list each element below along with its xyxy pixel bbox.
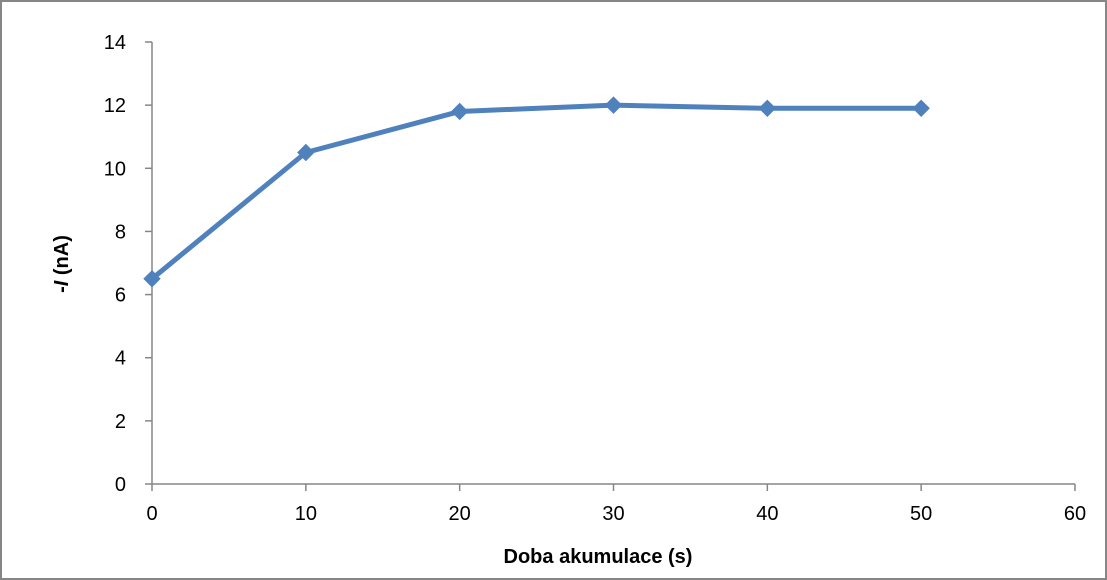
data-point-marker — [143, 270, 161, 288]
y-axis: 0 2 4 6 8 10 12 14 — [104, 32, 153, 496]
x-tick-label: 30 — [602, 503, 624, 525]
y-axis-title-suffix: (nA) — [51, 235, 73, 281]
x-tick-label: 50 — [910, 503, 932, 525]
x-tick-label: 40 — [756, 503, 778, 525]
y-tick-label: 0 — [115, 474, 126, 496]
x-tick-label: 60 — [1064, 503, 1086, 525]
y-tick-label: 2 — [115, 411, 126, 433]
data-point-marker — [758, 99, 777, 118]
series-line — [149, 102, 924, 282]
y-tick-label: 14 — [104, 32, 126, 54]
y-tick-label: 8 — [115, 221, 126, 243]
x-axis: 0 10 20 30 40 50 60 — [146, 483, 1086, 525]
y-axis-title: -I (nA) — [51, 235, 73, 293]
x-tick-label: 20 — [449, 503, 471, 525]
y-axis-title-prefix: - — [51, 286, 73, 293]
data-point-marker — [604, 96, 623, 114]
x-tick-label: 0 — [146, 503, 157, 525]
y-tick-label: 10 — [104, 158, 126, 180]
y-tick-label: 4 — [115, 348, 126, 370]
y-tick-label: 6 — [115, 285, 126, 307]
x-axis-title: Doba akumulace (s) — [504, 546, 693, 568]
data-point-marker — [297, 143, 315, 162]
data-point-marker — [450, 102, 469, 121]
x-tick-label: 10 — [295, 503, 317, 525]
series-group — [143, 96, 930, 288]
y-axis-title-symbol: I — [51, 280, 73, 286]
y-tick-label: 12 — [104, 95, 126, 117]
data-point-marker — [912, 99, 930, 118]
